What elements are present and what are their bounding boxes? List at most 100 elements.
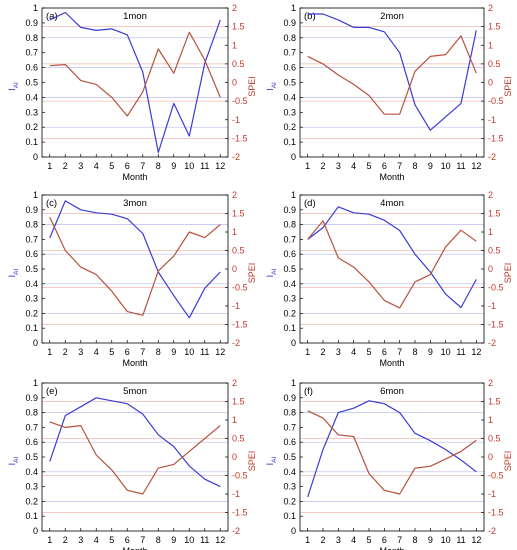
- y-left-tick-label: 0.2: [25, 308, 38, 318]
- y-right-tick-label: 1.5: [232, 209, 245, 219]
- y-left-tick-label: 0.9: [25, 205, 38, 215]
- x-tick-label: 7: [140, 535, 145, 545]
- y-right-tick-label: -1.5: [232, 133, 248, 143]
- y-left-tick-label: 0.5: [283, 264, 296, 274]
- y-left-tick-label: 0.2: [283, 308, 296, 318]
- y-right-tick-label: -1.5: [232, 508, 248, 518]
- y-right-tick-label: -1: [488, 301, 496, 311]
- y-left-tick-label: 0.9: [283, 205, 296, 215]
- x-tick-label: 6: [382, 347, 387, 357]
- x-tick-label: 12: [471, 347, 481, 357]
- x-tick-label: 1: [305, 161, 310, 171]
- y-left-tick-label: 0.5: [25, 264, 38, 274]
- y-left-tick-label: 0.3: [25, 294, 38, 304]
- x-tick-label: 2: [320, 161, 325, 171]
- panel-label: (e): [46, 386, 58, 397]
- y-right-tick-label: 2: [232, 3, 237, 13]
- y-left-tick-label: 0.3: [25, 107, 38, 117]
- panel-title: 3mon: [123, 198, 147, 209]
- x-tick-label: 10: [441, 161, 451, 171]
- x-tick-label: 12: [215, 347, 225, 357]
- y-left-tick-label: 0.8: [25, 220, 38, 230]
- panel-title: 4mon: [380, 198, 404, 209]
- y-left-tick-label: 0.9: [25, 393, 38, 403]
- series-line-iai: [307, 206, 477, 309]
- x-tick-label: 9: [428, 161, 433, 171]
- y-left-axis-label: IAI: [265, 82, 278, 91]
- y-right-tick-label: -1: [488, 115, 496, 125]
- x-tick-label: 8: [156, 535, 161, 545]
- x-tick-label: 2: [63, 161, 68, 171]
- x-tick-label: 9: [428, 535, 433, 545]
- chart-panel-4mon: 0 0.1 0.2 0.3 0.4 0.5 0.6 0.7 0.8 0.9 1 -2 -1.5 -1 -0.…: [265, 190, 513, 368]
- y-left-tick-label: 0.6: [25, 63, 38, 73]
- y-left-tick-label: 0.7: [283, 422, 296, 432]
- x-tick-label: 6: [382, 535, 387, 545]
- y-left-tick-label: 0.6: [25, 437, 38, 447]
- series-line-spei: [49, 421, 221, 495]
- x-tick-label: 8: [412, 161, 417, 171]
- series-line-spei: [307, 220, 477, 309]
- x-tick-label: 11: [200, 535, 209, 545]
- y-left-tick-label: 0.1: [25, 323, 38, 333]
- y-right-tick-label: -1: [488, 489, 496, 499]
- y-left-tick-label: 0.4: [283, 467, 296, 477]
- y-left-tick-label: 0.2: [283, 122, 296, 132]
- y-left-tick-label: 0.7: [25, 422, 38, 432]
- chart-panel-2mon: 0 0.1 0.2 0.3 0.4 0.5 0.6 0.7 0.8 0.9 1 -2 -1.5 -1 -0.…: [265, 3, 513, 182]
- y-right-tick-label: 1: [488, 40, 493, 50]
- y-left-tick-label: 0.4: [283, 92, 296, 102]
- y-left-tick-label: 0.6: [25, 249, 38, 259]
- y-left-axis-label: IAI: [7, 456, 20, 465]
- y-right-tick-label: 0.5: [232, 434, 245, 444]
- y-left-tick-label: 1: [291, 3, 296, 13]
- x-tick-label: 6: [125, 161, 130, 171]
- y-right-tick-label: 0: [488, 452, 493, 462]
- x-tick-label: 12: [215, 535, 225, 545]
- y-right-tick-label: -1: [232, 115, 240, 125]
- x-axis-label: Month: [122, 358, 147, 368]
- x-tick-label: 12: [471, 535, 481, 545]
- x-tick-label: 8: [156, 161, 161, 171]
- y-left-tick-label: 0.3: [283, 107, 296, 117]
- plot-frame: [41, 194, 229, 344]
- y-right-tick-label: 0.5: [488, 434, 501, 444]
- y-left-tick-label: 0.5: [25, 78, 38, 88]
- x-tick-label: 11: [200, 161, 209, 171]
- y-right-tick-label: 1.5: [488, 22, 501, 32]
- y-left-tick-label: 1: [291, 190, 296, 200]
- y-right-tick-label: 1: [488, 415, 493, 425]
- x-tick-label: 5: [109, 535, 114, 545]
- x-tick-label: 3: [336, 347, 341, 357]
- y-right-tick-label: 1.5: [488, 397, 501, 407]
- y-left-tick-label: 0.5: [25, 452, 38, 462]
- x-tick-label: 10: [184, 161, 194, 171]
- y-right-tick-label: -2: [488, 526, 496, 536]
- y-right-axis-label: SPEI: [247, 76, 257, 97]
- y-right-tick-label: -0.5: [232, 283, 248, 293]
- x-tick-label: 11: [456, 161, 465, 171]
- y-right-axis-label: SPEI: [503, 263, 513, 284]
- y-right-tick-label: -2: [232, 152, 240, 162]
- x-tick-label: 1: [47, 535, 52, 545]
- y-left-tick-label: 0: [33, 152, 38, 162]
- series-line-spei: [49, 31, 221, 117]
- x-tick-label: 1: [305, 347, 310, 357]
- y-left-tick-label: 0.1: [25, 511, 38, 521]
- y-left-tick-label: 0.1: [283, 511, 296, 521]
- panel-label: (d): [304, 198, 316, 209]
- panel-label: (b): [304, 11, 316, 22]
- y-left-tick-label: 0.5: [283, 78, 296, 88]
- x-tick-label: 9: [428, 347, 433, 357]
- y-left-tick-label: 0.9: [283, 393, 296, 403]
- x-tick-label: 9: [171, 535, 176, 545]
- y-right-tick-label: -2: [232, 526, 240, 536]
- y-left-tick-label: 0.4: [25, 279, 38, 289]
- series-line-iai: [49, 397, 221, 488]
- x-tick-label: 7: [397, 161, 402, 171]
- x-tick-label: 11: [456, 535, 465, 545]
- y-right-tick-label: 0: [232, 264, 237, 274]
- panel-title: 1mon: [123, 11, 147, 22]
- x-tick-label: 12: [215, 161, 225, 171]
- y-left-tick-label: 0.4: [283, 279, 296, 289]
